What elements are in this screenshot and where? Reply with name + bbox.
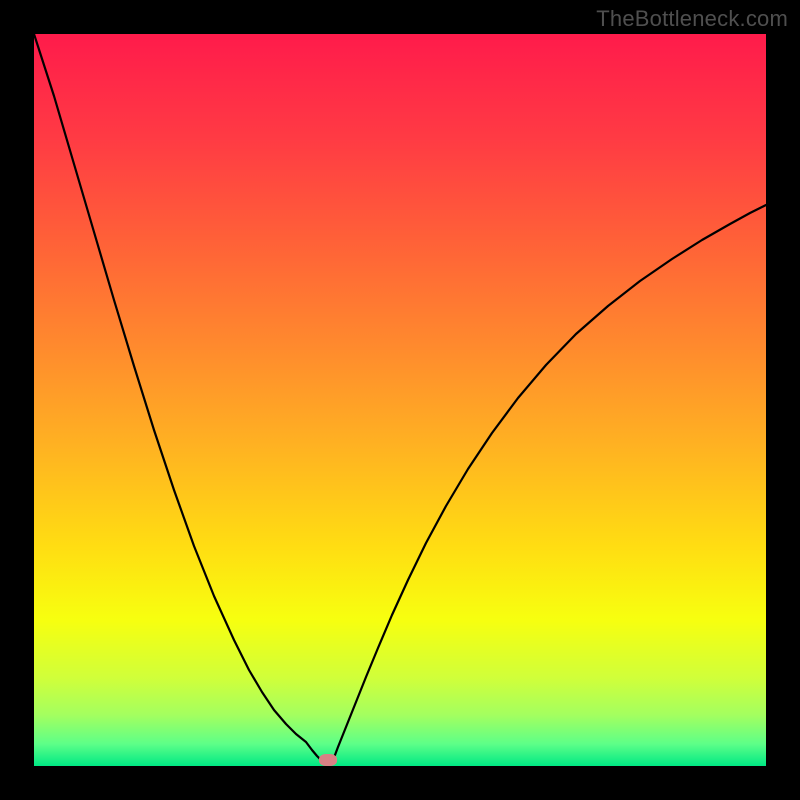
curve-path: [34, 34, 766, 764]
watermark-text: TheBottleneck.com: [596, 6, 788, 32]
bottleneck-curve: [34, 34, 766, 766]
plot-area: [34, 34, 766, 766]
optimal-point-marker: [319, 754, 337, 766]
chart-frame: TheBottleneck.com: [0, 0, 800, 800]
